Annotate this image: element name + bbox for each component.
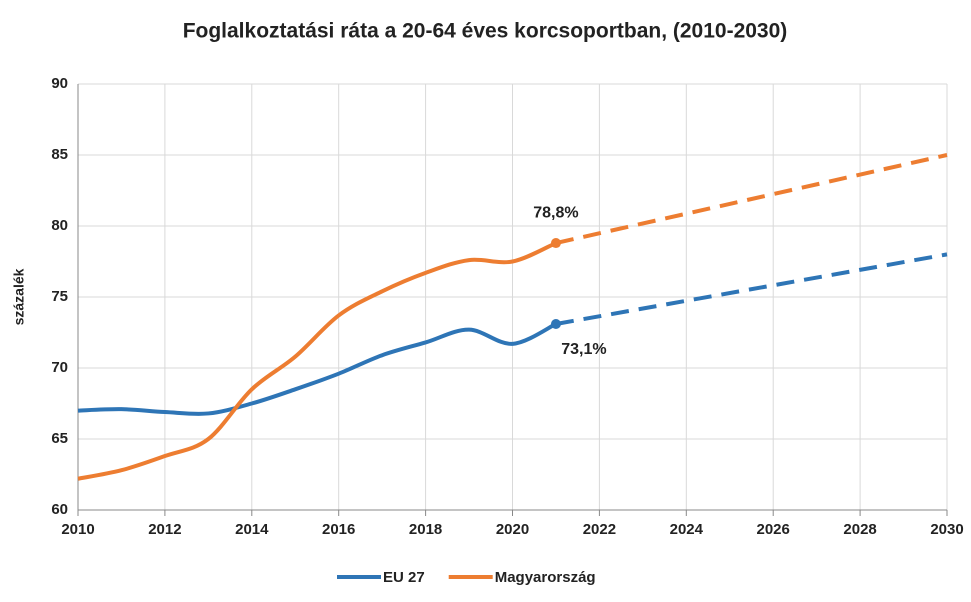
x-tick-label: 2028 — [843, 521, 876, 538]
x-tick-label: 2020 — [496, 521, 529, 538]
chart-title: Foglalkoztatási ráta a 20-64 éves korcso… — [183, 20, 788, 43]
line — [77, 241, 557, 481]
x-tick-label: 2018 — [409, 521, 442, 538]
x-tick-label: 2016 — [322, 521, 355, 538]
y-tick-label: 70 — [51, 359, 68, 376]
legend-label: EU 27 — [383, 569, 425, 586]
y-tick-label: 65 — [51, 430, 68, 447]
y-tick-label: 60 — [51, 501, 68, 518]
line — [77, 322, 557, 416]
x-tick-label: 2026 — [757, 521, 790, 538]
point-marker — [550, 318, 561, 329]
x-tick-label: 2030 — [930, 521, 963, 538]
legend-label: Magyarország — [495, 569, 596, 586]
x-tick-label: 2024 — [670, 521, 704, 538]
projection-line — [555, 252, 948, 326]
x-tick-label: 2014 — [235, 521, 269, 538]
projection-line — [555, 153, 948, 245]
y-tick-label: 75 — [51, 288, 68, 305]
y-tick-label: 85 — [51, 146, 68, 163]
y-axis-label: százalék — [11, 268, 27, 325]
x-tick-label: 2010 — [61, 521, 94, 538]
data-label: 78,8% — [533, 204, 578, 221]
y-tick-label: 80 — [51, 217, 68, 234]
x-tick-label: 2012 — [148, 521, 181, 538]
data-label: 73,1% — [561, 341, 606, 358]
y-tick-label: 90 — [51, 75, 68, 92]
x-tick-label: 2022 — [583, 521, 616, 538]
point-marker — [550, 238, 561, 249]
